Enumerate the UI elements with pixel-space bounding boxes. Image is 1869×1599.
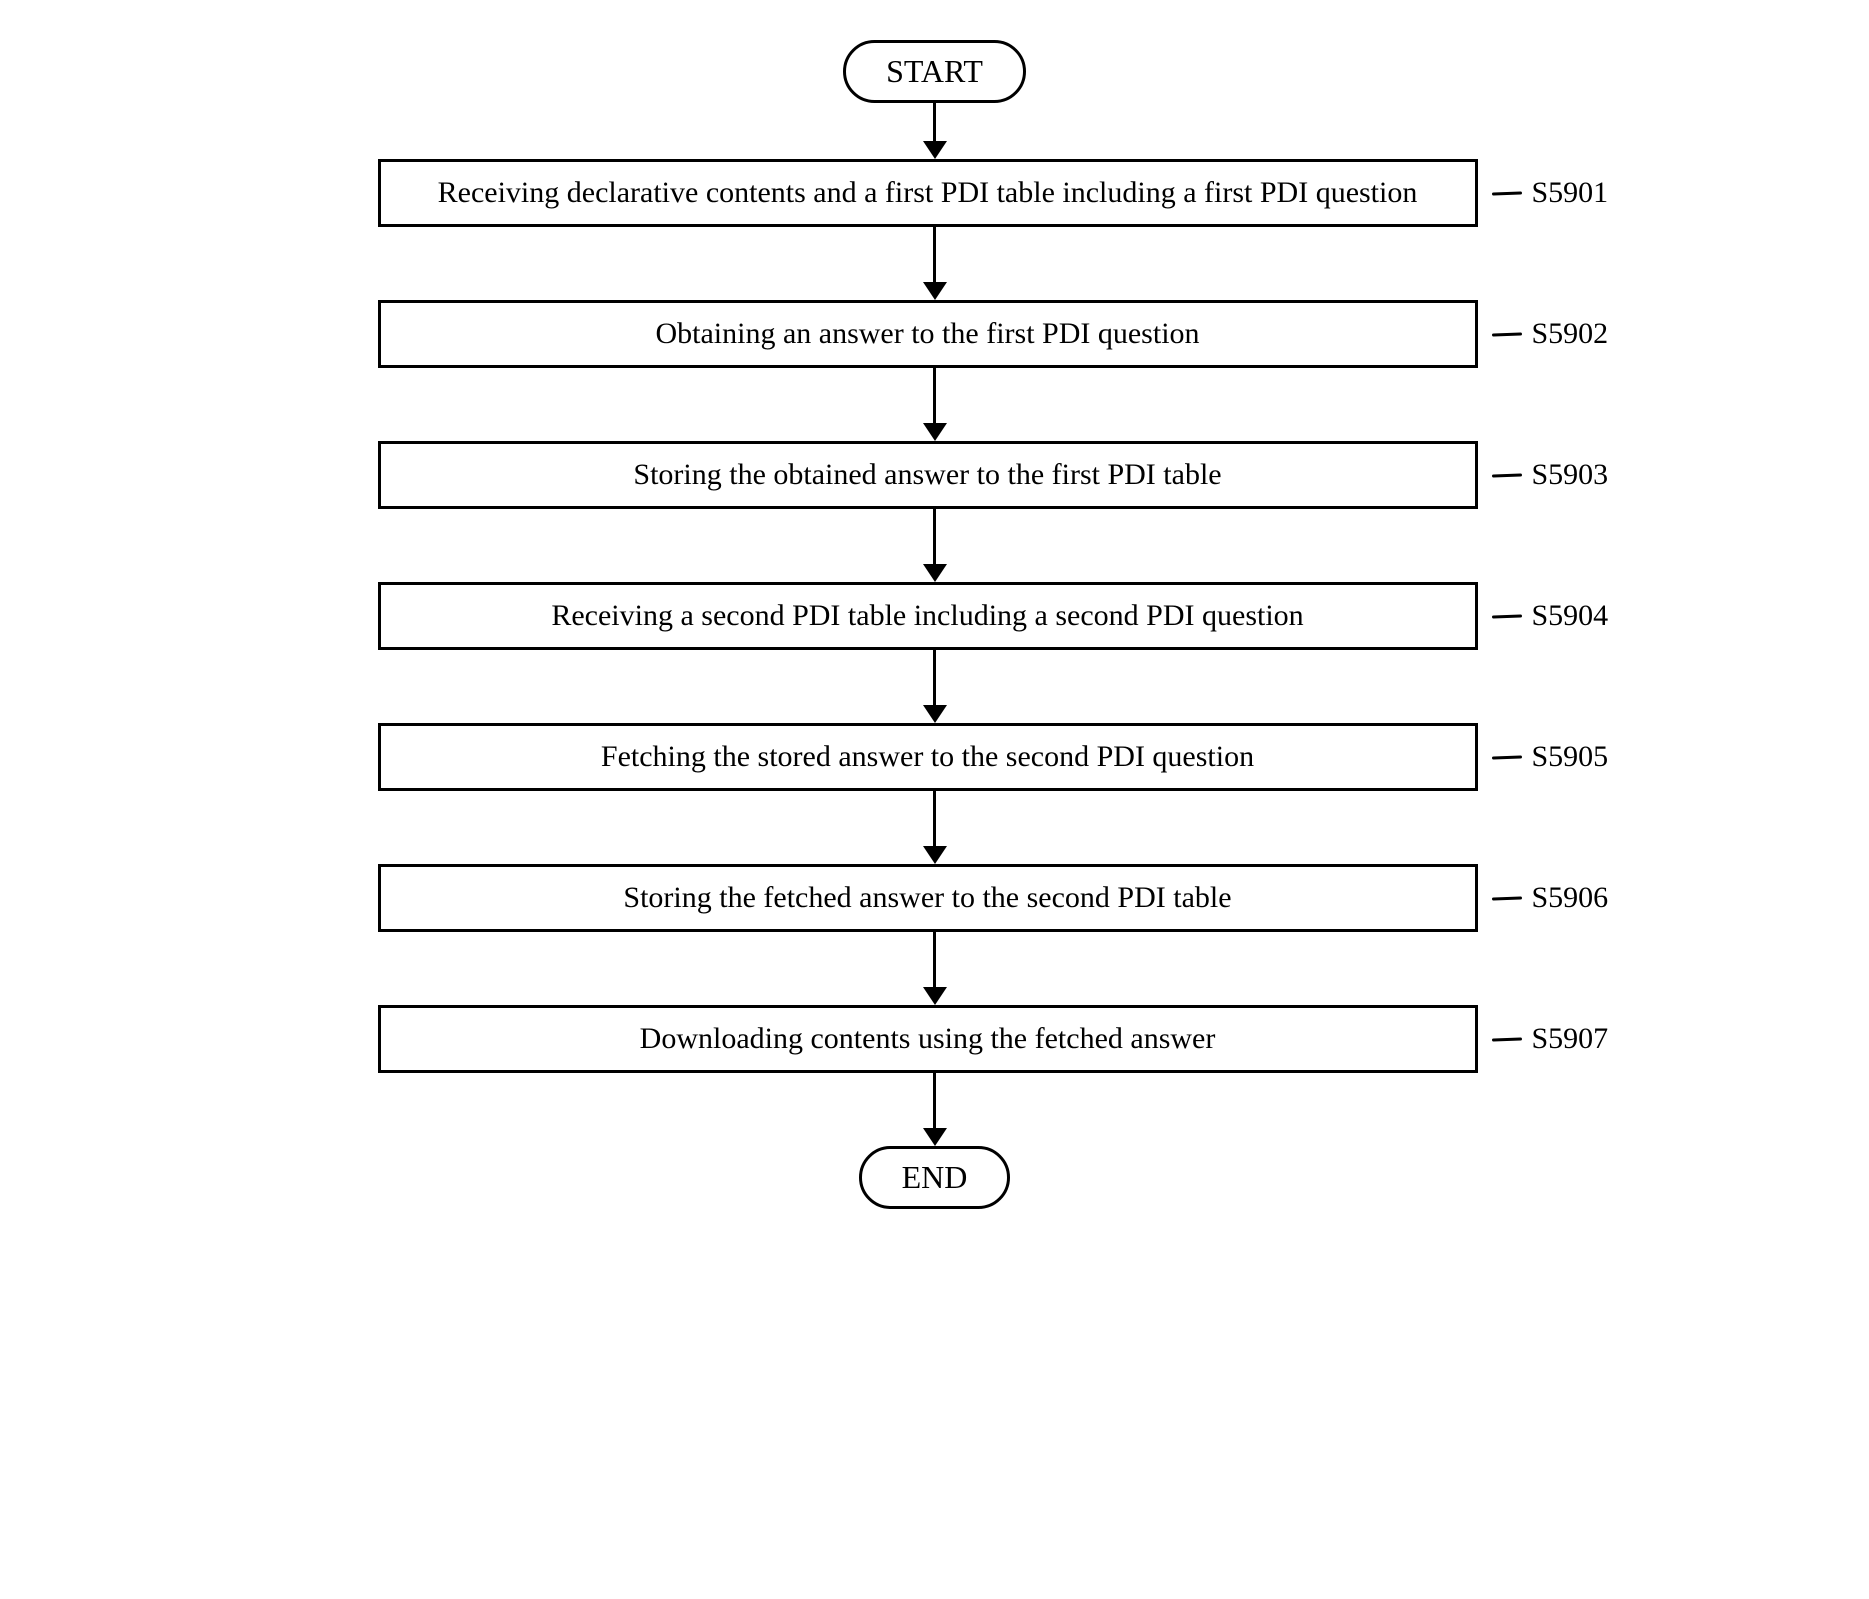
step-row: Storing the fetched answer to the second… (235, 864, 1635, 932)
arrow-head (923, 282, 947, 300)
ref-text: S5907 (1532, 1022, 1609, 1056)
step-ref-label: S5907 (1492, 1022, 1612, 1056)
arrow (923, 227, 947, 300)
connector-tilde (1491, 1037, 1521, 1041)
step-row: Receiving declarative contents and a fir… (235, 159, 1635, 227)
process-box: Receiving declarative contents and a fir… (378, 159, 1478, 227)
ref-text: S5906 (1532, 881, 1609, 915)
arrow-head (923, 564, 947, 582)
connector-tilde (1491, 332, 1521, 336)
arrow-head (923, 846, 947, 864)
arrow-shaft (933, 227, 936, 282)
process-box: Storing the obtained answer to the first… (378, 441, 1478, 509)
step-ref-label: S5905 (1492, 740, 1612, 774)
arrow-shaft (933, 509, 936, 564)
arrow-head (923, 1128, 947, 1146)
arrow (923, 368, 947, 441)
process-box: Fetching the stored answer to the second… (378, 723, 1478, 791)
step-row: Downloading contents using the fetched a… (235, 1005, 1635, 1073)
start-terminator: START (843, 40, 1026, 103)
arrow (923, 791, 947, 864)
connector-tilde (1491, 614, 1521, 618)
step-ref-label: S5902 (1492, 317, 1612, 351)
ref-text: S5904 (1532, 599, 1609, 633)
step-row: Receiving a second PDI table including a… (235, 582, 1635, 650)
arrow (923, 932, 947, 1005)
arrow-shaft (933, 932, 936, 987)
arrow-head (923, 705, 947, 723)
arrow (923, 650, 947, 723)
flowchart-container: START Receiving declarative contents and… (235, 40, 1635, 1209)
process-box: Storing the fetched answer to the second… (378, 864, 1478, 932)
process-box: Downloading contents using the fetched a… (378, 1005, 1478, 1073)
connector-tilde (1491, 896, 1521, 900)
connector-tilde (1491, 755, 1521, 759)
arrow-shaft (933, 368, 936, 423)
process-box: Obtaining an answer to the first PDI que… (378, 300, 1478, 368)
ref-text: S5905 (1532, 740, 1609, 774)
arrow-shaft (933, 650, 936, 705)
step-row: Fetching the stored answer to the second… (235, 723, 1635, 791)
connector-tilde (1491, 191, 1521, 195)
step-row: Storing the obtained answer to the first… (235, 441, 1635, 509)
step-ref-label: S5903 (1492, 458, 1612, 492)
arrow-head (923, 987, 947, 1005)
arrow-head (923, 423, 947, 441)
arrow-shaft (933, 103, 936, 141)
arrow (923, 1073, 947, 1146)
arrow-head (923, 141, 947, 159)
end-terminator: END (859, 1146, 1011, 1209)
connector-tilde (1491, 473, 1521, 477)
arrow-shaft (933, 1073, 936, 1128)
ref-text: S5902 (1532, 317, 1609, 351)
arrow (923, 103, 947, 159)
step-ref-label: S5904 (1492, 599, 1612, 633)
arrow-shaft (933, 791, 936, 846)
step-row: Obtaining an answer to the first PDI que… (235, 300, 1635, 368)
ref-text: S5903 (1532, 458, 1609, 492)
process-box: Receiving a second PDI table including a… (378, 582, 1478, 650)
step-ref-label: S5901 (1492, 176, 1612, 210)
ref-text: S5901 (1532, 176, 1609, 210)
step-ref-label: S5906 (1492, 881, 1612, 915)
arrow (923, 509, 947, 582)
